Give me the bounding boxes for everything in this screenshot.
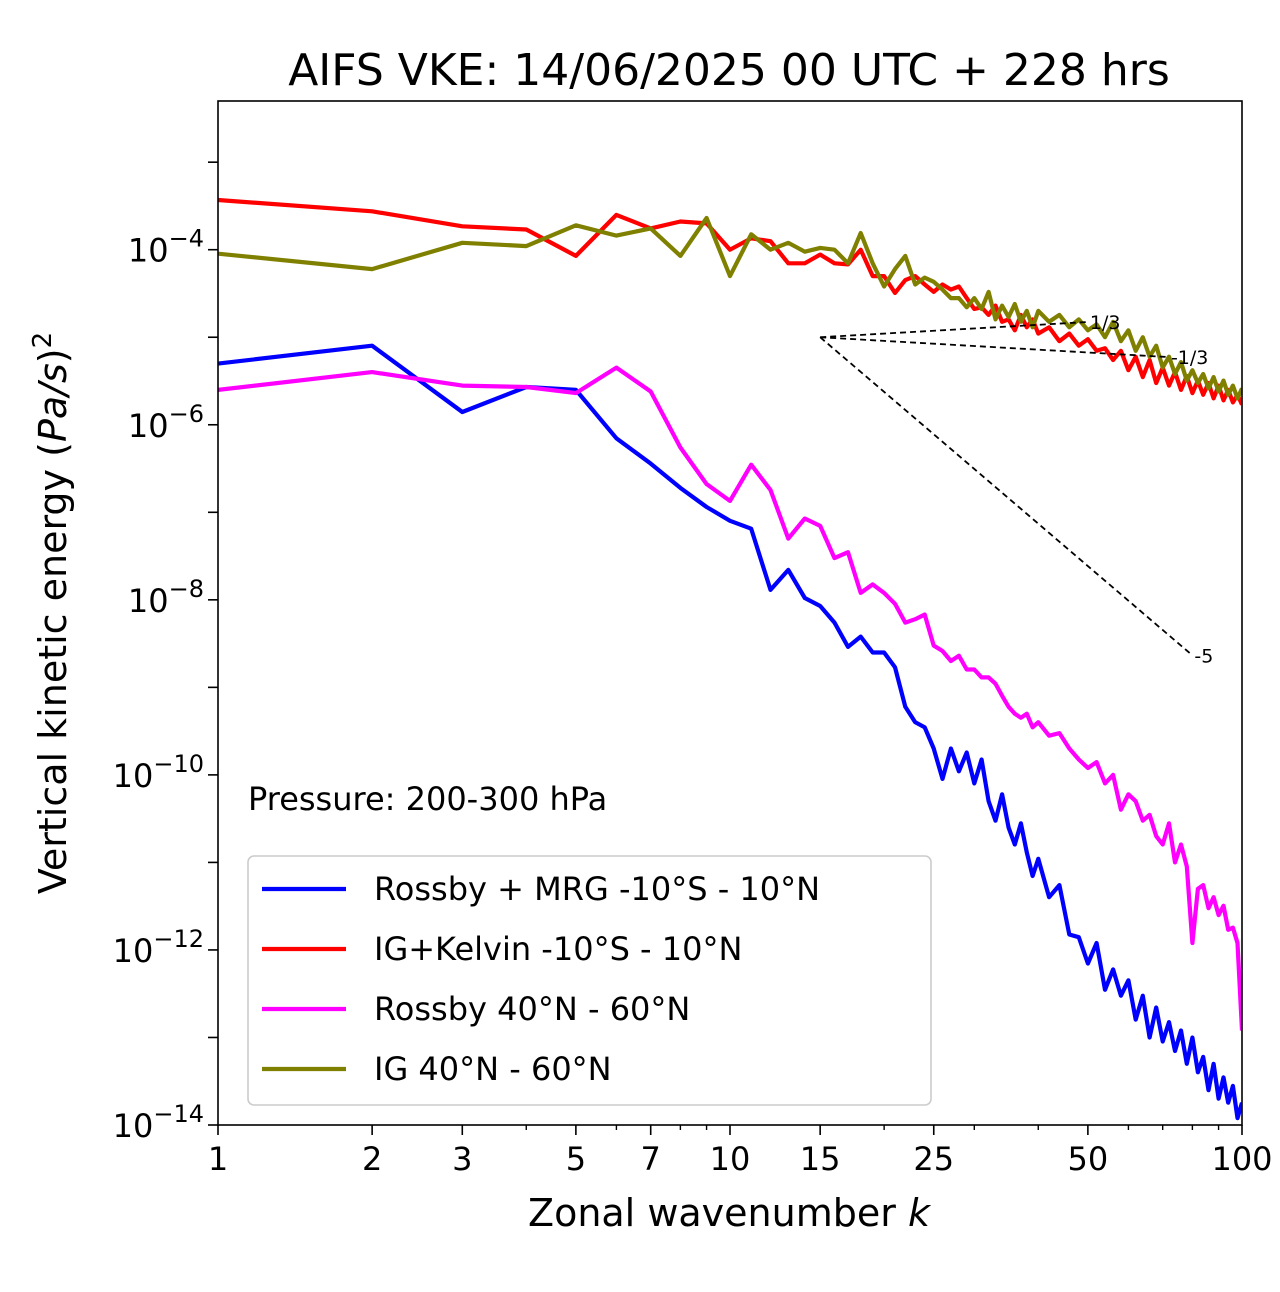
x-tick-label: 1 xyxy=(208,1140,228,1178)
x-tick-label: 25 xyxy=(913,1140,954,1178)
y-axis-ticks: 10−4 10−6 10−8 10−10 10−12 10−14 xyxy=(113,161,218,1145)
y-tick-label: 10−6 xyxy=(128,400,204,445)
x-tick-label: 2 xyxy=(362,1140,382,1178)
x-tick-label: 5 xyxy=(566,1140,586,1178)
series-layer xyxy=(218,197,1242,1121)
y-tick-label: 10−12 xyxy=(113,925,204,970)
x-tick-label: 10 xyxy=(710,1140,751,1178)
y-axis-label: Vertical kinetic energy (Pa/s)2 xyxy=(28,332,75,894)
reference-slope-line-2 xyxy=(820,336,1170,359)
reference-slope-label-3: -5 xyxy=(1194,645,1213,667)
x-tick-label: 50 xyxy=(1068,1140,1109,1178)
legend-label-4: IG 40°N - 60°N xyxy=(374,1050,612,1088)
legend-label-1: Rossby + MRG -10°S - 10°N xyxy=(374,870,820,908)
legend-entries: Rossby + MRG -10°S - 10°N IG+Kelvin -10°S… xyxy=(262,870,820,1088)
chart-title: AIFS VKE: 14/06/2025 00 UTC + 228 hrs xyxy=(288,45,1170,96)
pressure-annotation: Pressure: 200-300 hPa xyxy=(248,780,607,818)
x-tick-label: 3 xyxy=(452,1140,472,1178)
y-tick-label: 10−10 xyxy=(113,750,204,795)
y-tick-label: 10−4 xyxy=(128,225,204,270)
x-axis-ticks: 1 2 3 5 7 10 15 25 50 100 xyxy=(208,1125,1273,1178)
series-line-2 xyxy=(218,197,1242,406)
x-tick-label: 100 xyxy=(1211,1140,1272,1178)
series-line-1 xyxy=(218,343,1242,1121)
legend-frame xyxy=(247,855,932,1106)
reference-slope-layer: 1/3 -1/3 -5 xyxy=(819,312,1213,667)
reference-slope-label-2: -1/3 xyxy=(1171,347,1208,369)
series-line-3 xyxy=(218,365,1242,1031)
y-tick-label: 10−8 xyxy=(128,575,204,620)
x-tick-label: 7 xyxy=(641,1140,661,1178)
x-tick-label: 15 xyxy=(800,1140,841,1178)
legend: Rossby + MRG -10°S - 10°N IG+Kelvin -10°S… xyxy=(247,855,932,1106)
x-axis-label: Zonal wavenumber k xyxy=(528,1191,932,1235)
legend-label-3: Rossby 40°N - 60°N xyxy=(374,990,690,1028)
y-tick-label: 10−14 xyxy=(113,1100,204,1145)
legend-label-2: IG+Kelvin -10°S - 10°N xyxy=(374,930,742,968)
reference-slope-line-1 xyxy=(820,321,1088,339)
series-line-4 xyxy=(218,215,1242,401)
reference-slope-label-1: 1/3 xyxy=(1090,312,1121,334)
reference-slope-line-3 xyxy=(819,336,1193,657)
